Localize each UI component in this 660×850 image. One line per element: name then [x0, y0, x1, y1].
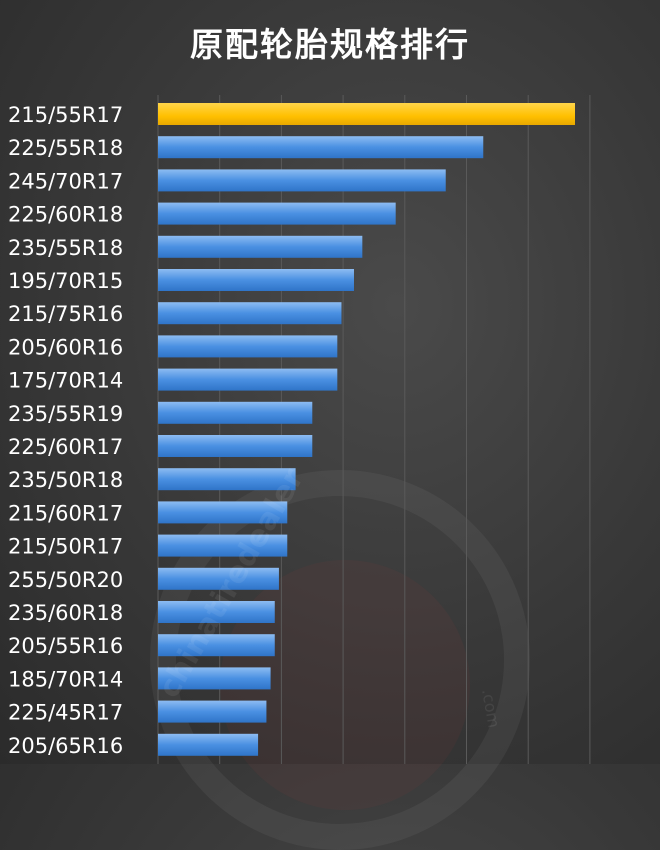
bar-205-55R16	[158, 634, 275, 657]
bar-255-50R20	[158, 567, 279, 590]
category-label: 215/75R16	[8, 302, 123, 326]
bar-205-65R16	[158, 733, 259, 756]
category-label: 175/70R14	[8, 369, 123, 393]
bar-215-75R16	[158, 302, 342, 325]
bar-205-60R16	[158, 335, 338, 358]
chart-title: 原配轮胎规格排行	[190, 25, 470, 64]
bar-215-50R17	[158, 534, 288, 557]
bar-225-45R17	[158, 700, 267, 723]
bar-185-70R14	[158, 667, 271, 690]
bar-235-50R18	[158, 468, 296, 491]
bar-225-55R18	[158, 136, 484, 159]
bar-235-55R19	[158, 401, 313, 424]
category-label: 235/60R18	[8, 601, 123, 625]
category-label: 235/50R18	[8, 468, 123, 492]
bar-215-60R17	[158, 501, 288, 524]
category-label: 215/60R17	[8, 501, 123, 525]
category-label: 235/55R18	[8, 236, 123, 260]
category-label: 185/70R14	[8, 667, 123, 691]
bars	[158, 103, 575, 756]
bar-235-60R18	[158, 601, 275, 623]
category-label: 225/60R18	[8, 203, 123, 227]
bar-215-55R17	[158, 103, 575, 125]
category-label: 225/60R17	[8, 435, 123, 459]
bar-245-70R17	[158, 169, 446, 192]
bar-175-70R14	[158, 368, 338, 391]
category-label: 255/50R20	[8, 568, 123, 592]
bar-chart: 215/55R17 225/55R18 245/70R17 225/60R18 235/…	[8, 95, 591, 764]
bar-225-60R18	[158, 202, 396, 225]
category-label: 215/50R17	[8, 535, 123, 559]
watermark-suffix: .com	[478, 687, 504, 729]
bar-225-60R17	[158, 435, 313, 457]
category-label: 205/60R16	[8, 335, 123, 359]
bar-195-70R15	[158, 269, 354, 291]
category-label: 215/55R17	[8, 103, 123, 127]
category-label: 205/65R16	[8, 734, 123, 758]
category-label: 195/70R15	[8, 269, 123, 293]
category-label: 225/55R18	[8, 136, 123, 160]
grid-lines	[157, 95, 591, 764]
category-label: 235/55R19	[8, 402, 123, 426]
category-label: 225/45R17	[8, 701, 123, 725]
bar-235-55R18	[158, 235, 363, 258]
category-label: 245/70R17	[8, 169, 123, 193]
category-label: 205/55R16	[8, 634, 123, 658]
category-labels: 215/55R17 225/55R18 245/70R17 225/60R18 235/…	[8, 103, 123, 758]
